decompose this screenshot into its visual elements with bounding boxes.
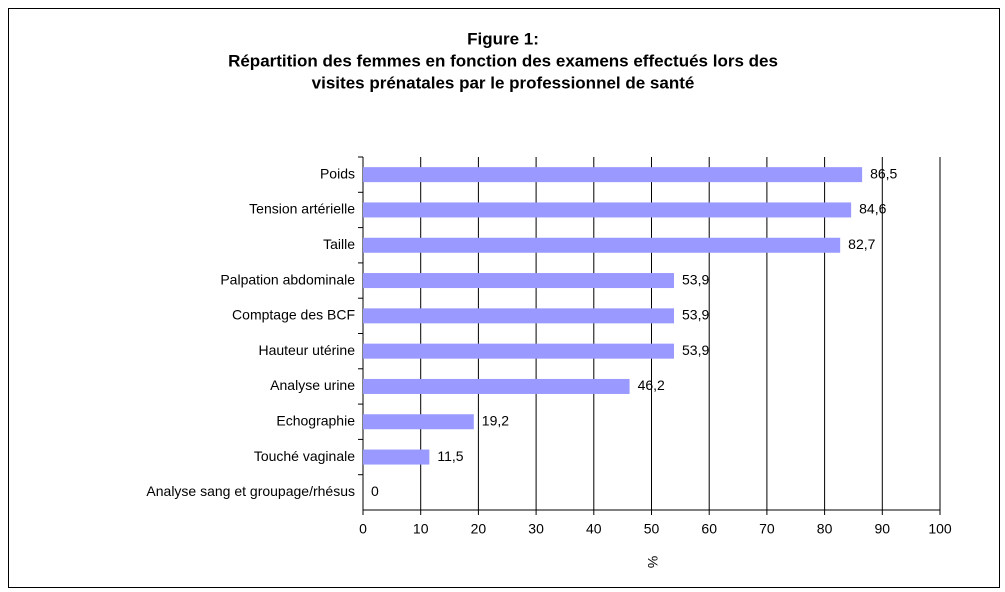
chart-title: Répartition des femmes en fonction des e… bbox=[228, 51, 778, 70]
y-tick-label: Tension artérielle bbox=[249, 201, 355, 217]
chart-border bbox=[8, 8, 1000, 588]
bar bbox=[363, 414, 474, 430]
data-label: 84,6 bbox=[859, 201, 886, 217]
y-tick-label: Comptage des BCF bbox=[232, 307, 355, 323]
y-tick-label: Echographie bbox=[276, 412, 355, 428]
y-tick-label: Hauteur utérine bbox=[258, 342, 355, 358]
y-tick-label: Taille bbox=[323, 236, 355, 252]
data-label: 46,2 bbox=[638, 377, 665, 393]
bar bbox=[363, 343, 675, 359]
data-label: 53,9 bbox=[682, 342, 709, 358]
data-label: 11,5 bbox=[437, 448, 463, 464]
x-tick-label: 90 bbox=[875, 521, 891, 537]
data-label: 53,9 bbox=[682, 307, 709, 323]
bar bbox=[363, 237, 841, 253]
bar bbox=[363, 202, 852, 218]
bar bbox=[363, 378, 630, 394]
data-label: 53,9 bbox=[682, 271, 709, 287]
x-tick-label: 10 bbox=[413, 521, 429, 537]
x-tick-label: 50 bbox=[644, 521, 660, 537]
y-tick-label: Poids bbox=[320, 165, 355, 181]
x-axis-label: % bbox=[645, 556, 661, 568]
data-label: 0 bbox=[371, 483, 379, 499]
x-tick-label: 0 bbox=[359, 521, 367, 537]
y-tick-label: Palpation abdominale bbox=[220, 271, 355, 287]
y-tick-label: Analyse urine bbox=[270, 377, 355, 393]
chart-title: Figure 1: bbox=[467, 29, 539, 48]
data-label: 19,2 bbox=[482, 412, 509, 428]
x-tick-label: 20 bbox=[471, 521, 487, 537]
x-tick-label: 40 bbox=[586, 521, 602, 537]
bar bbox=[363, 273, 675, 289]
x-tick-label: 100 bbox=[928, 521, 952, 537]
x-tick-label: 60 bbox=[701, 521, 717, 537]
bar bbox=[363, 449, 430, 465]
data-label: 82,7 bbox=[848, 236, 875, 252]
x-tick-label: 80 bbox=[817, 521, 833, 537]
y-tick-label: Analyse sang et groupage/rhésus bbox=[146, 483, 355, 499]
chart-title: visites prénatales par le professionnel … bbox=[312, 73, 695, 92]
data-label: 86,5 bbox=[870, 165, 897, 181]
bar bbox=[363, 167, 863, 183]
bar bbox=[363, 308, 675, 324]
y-tick-label: Touché vaginale bbox=[254, 448, 355, 464]
x-tick-label: 70 bbox=[759, 521, 775, 537]
x-tick-label: 30 bbox=[528, 521, 544, 537]
